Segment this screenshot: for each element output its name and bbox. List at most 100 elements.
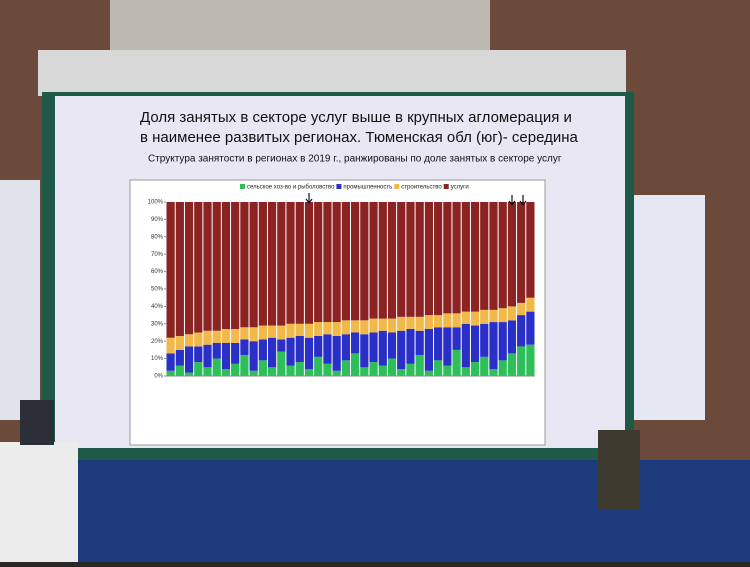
bar-segment: [304, 323, 314, 338]
bar-segment: [424, 202, 434, 316]
bar-segment: [351, 202, 360, 321]
bar-segment: [461, 323, 470, 368]
bar-segment: [184, 202, 194, 335]
legend-label: сельское хоз-во и рыболовство: [247, 185, 335, 191]
bar-segment: [277, 325, 286, 340]
bar-segment: [397, 330, 406, 370]
bar-segment: [332, 370, 341, 376]
bar-segment: [286, 365, 295, 376]
y-tick-label: 60%: [151, 269, 164, 275]
bar-segment: [526, 202, 535, 298]
bar-segment: [166, 353, 175, 371]
bar-segment: [526, 311, 535, 345]
bar-segment: [249, 327, 258, 342]
bar-segment: [387, 318, 397, 333]
bar-segment: [184, 346, 194, 373]
bar-segment: [470, 325, 480, 363]
speaker-right: [598, 430, 640, 510]
bar-segment: [184, 334, 194, 347]
bar-segment: [498, 360, 507, 376]
bar-segment: [452, 313, 461, 328]
bar-segment: [369, 332, 378, 363]
bar-segment: [470, 202, 480, 312]
arrow: [519, 195, 527, 206]
bar-segment: [304, 202, 314, 324]
legend-swatch: [443, 184, 449, 189]
bar-segment: [434, 327, 443, 361]
bar-segment: [443, 202, 452, 314]
bar-segment: [360, 334, 369, 368]
bar-segment: [424, 329, 434, 371]
bar-segment: [480, 323, 489, 357]
bar-segment: [258, 202, 267, 326]
bar-segment: [277, 351, 286, 376]
y-tick-label: 70%: [151, 252, 164, 258]
bar-segment: [267, 337, 277, 368]
bar-segment: [351, 353, 360, 376]
bar-segment: [443, 365, 452, 376]
bar-segment: [480, 202, 489, 310]
bar-segment: [323, 334, 332, 364]
bar-segment: [341, 360, 350, 376]
bar-segment: [258, 325, 267, 340]
bar-segment: [332, 335, 341, 371]
legend-label: строительство: [401, 185, 442, 191]
plot: 0% 10% 20% 30% 40% 50% 60% 70% 80% 90% 100%: [148, 193, 535, 380]
bar-segment: [461, 311, 470, 324]
bar-segment: [480, 356, 489, 376]
bar-segment: [221, 342, 231, 370]
bar-segment: [489, 202, 498, 310]
chart-title: Доля занятых в секторе услуг выше в круп…: [140, 109, 579, 146]
bar-segment: [406, 202, 415, 317]
bar-segment: [231, 363, 240, 376]
bar-segment: [351, 332, 360, 354]
bar-segment: [221, 369, 231, 376]
bar-segment: [470, 362, 480, 376]
bar-segment: [369, 362, 378, 376]
bar-segment: [452, 327, 461, 350]
bar-segment: [498, 202, 507, 309]
legend-label: промышленность: [343, 185, 392, 191]
bar-segment: [249, 370, 258, 376]
bar-segment: [212, 202, 221, 331]
bar-segment: [406, 363, 415, 376]
bar-segment: [461, 202, 470, 312]
y-tick-label: 30%: [151, 321, 164, 327]
bar-segment: [397, 316, 406, 331]
bar-segment: [203, 330, 212, 345]
bar-segment: [378, 318, 387, 331]
bar-segment: [434, 360, 443, 376]
bar-segment: [443, 327, 452, 366]
bar-segment: [203, 202, 212, 331]
bar-segment: [480, 309, 489, 324]
bar-segment: [175, 349, 184, 366]
bar-segment: [507, 306, 517, 321]
bar-segment: [240, 339, 249, 356]
bar-segment: [424, 315, 434, 330]
bar-segment: [304, 369, 314, 376]
bar-segment: [434, 202, 443, 316]
bar-segment: [424, 370, 434, 376]
bar-segment: [240, 202, 249, 328]
bar-segment: [231, 342, 240, 364]
bar-segment: [387, 358, 397, 376]
legend-swatch: [240, 184, 245, 189]
bar-segment: [415, 316, 424, 331]
y-tick-label: 80%: [151, 234, 164, 240]
bar-segment: [240, 355, 249, 376]
bar-segment: [314, 202, 323, 323]
bar-segment: [332, 202, 341, 323]
bar-segment: [212, 342, 221, 359]
bar-segment: [184, 372, 194, 376]
bar-segment: [194, 202, 203, 333]
bar-segment: [397, 202, 406, 317]
bar-segment: [387, 202, 397, 319]
bar-segment: [175, 335, 184, 350]
bar-segment: [277, 202, 286, 326]
legend: сельское хоз-во и рыболовство промышленно…: [240, 184, 469, 191]
bar-segment: [295, 362, 304, 376]
bar-segment: [304, 337, 314, 370]
light-bar: [38, 50, 626, 96]
bar-segment: [507, 320, 517, 354]
